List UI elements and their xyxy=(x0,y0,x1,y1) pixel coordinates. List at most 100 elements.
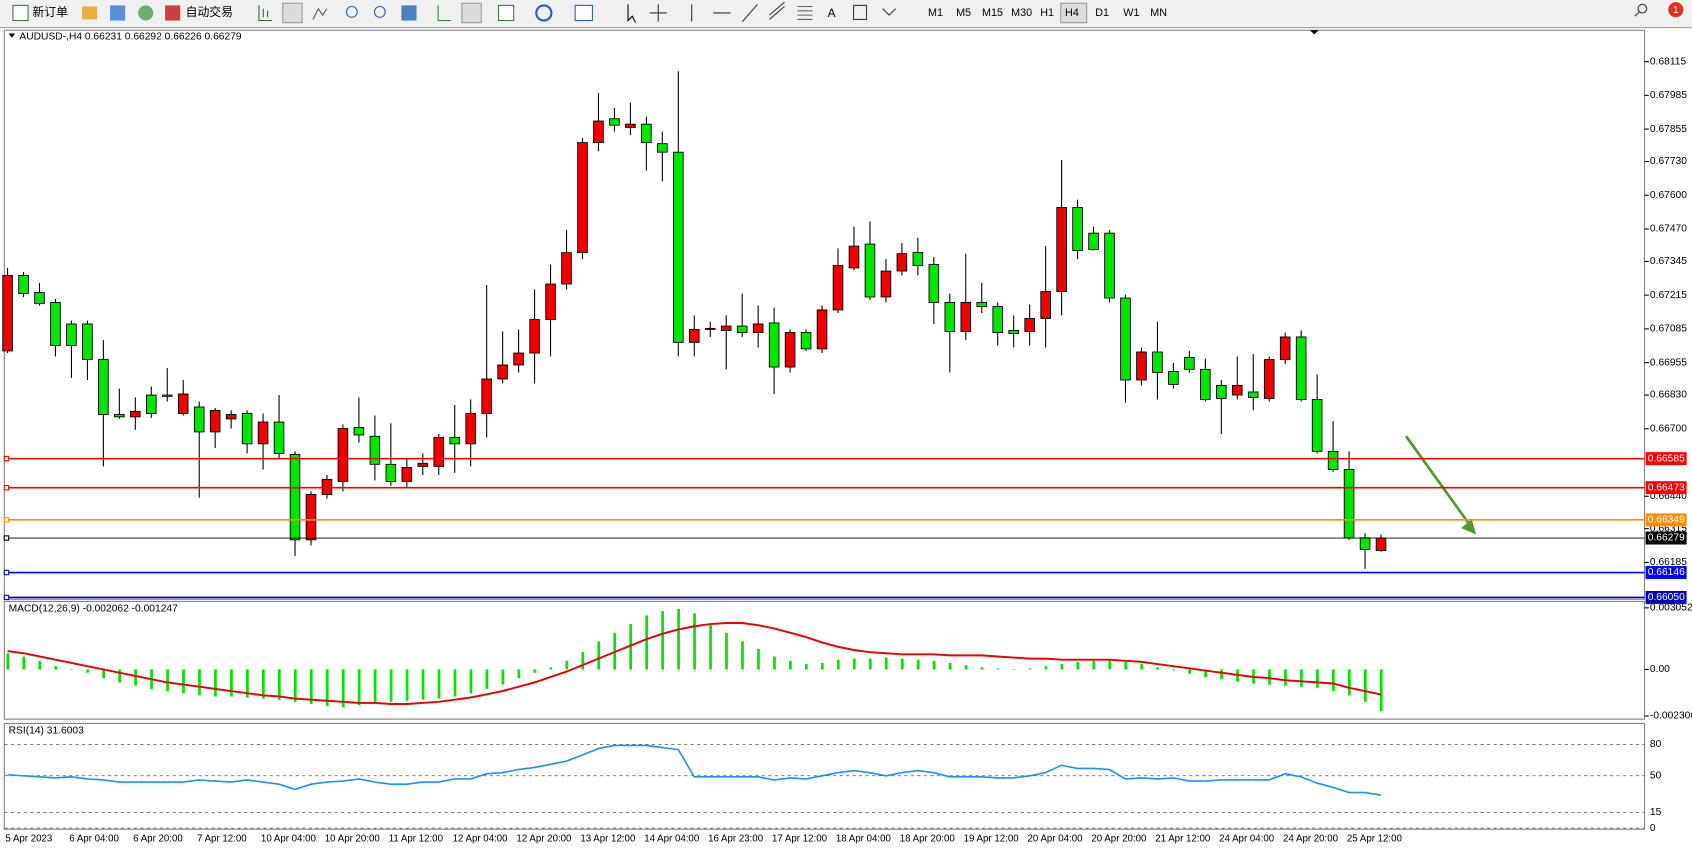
price-tick-label: 0.67855 xyxy=(1650,124,1687,135)
price-tick-label: 0.66955 xyxy=(1650,357,1687,368)
timeframe-button[interactable]: M30 xyxy=(1011,7,1032,19)
icon[interactable] xyxy=(535,4,553,22)
cursor-tool[interactable] xyxy=(627,4,637,23)
zoom-out[interactable] xyxy=(373,5,386,18)
time-label: 10 Apr 04:00 xyxy=(261,834,317,845)
macd-bar xyxy=(277,669,281,700)
timeframe-button[interactable]: H4 xyxy=(1065,7,1079,19)
toolbar-button[interactable]: 自动交易 xyxy=(186,5,233,19)
icon[interactable] xyxy=(437,5,452,22)
text-tool[interactable]: A xyxy=(828,6,836,20)
candle-body xyxy=(657,143,668,153)
macd-bar xyxy=(501,669,505,685)
price-tick-label: 0.67215 xyxy=(1650,290,1687,301)
timeframe-button[interactable]: D1 xyxy=(1095,7,1109,19)
macd-bar xyxy=(1204,669,1207,678)
candle-body xyxy=(1008,330,1019,334)
time-label: 12 Apr 20:00 xyxy=(516,834,572,845)
icon[interactable] xyxy=(312,7,328,20)
chart-shift-marker xyxy=(1310,30,1319,35)
price-tick-label: 0.67345 xyxy=(1650,256,1687,267)
time-label: 21 Apr 12:00 xyxy=(1155,834,1211,845)
level-label: 0.66473 xyxy=(1648,482,1685,493)
candle-body xyxy=(673,151,684,343)
level-handle xyxy=(3,517,10,523)
macd-bar xyxy=(996,668,1000,670)
time-label: 25 Apr 12:00 xyxy=(1347,834,1403,845)
candle-body xyxy=(736,325,748,333)
candle-body xyxy=(1024,318,1035,332)
candle-body xyxy=(529,319,540,354)
icon[interactable] xyxy=(497,4,515,22)
icon[interactable] xyxy=(461,2,482,24)
macd-bar xyxy=(581,652,585,670)
icon[interactable] xyxy=(258,5,272,22)
icon[interactable] xyxy=(282,2,303,24)
icon[interactable] xyxy=(574,4,593,22)
search-icon[interactable] xyxy=(1637,3,1648,14)
candle-body xyxy=(800,332,812,350)
macd-bar xyxy=(86,669,90,673)
level-handle xyxy=(3,594,10,601)
candle-body xyxy=(161,394,173,397)
zoom-in[interactable] xyxy=(345,5,358,18)
candle-body xyxy=(465,413,476,445)
candle-body xyxy=(1136,351,1147,381)
crosshair-tool[interactable] xyxy=(649,4,667,22)
candle-body xyxy=(1152,351,1163,373)
level-label-box xyxy=(1645,513,1687,527)
candle-body xyxy=(401,467,413,482)
time-label: 10 Apr 20:00 xyxy=(325,834,381,845)
price-tick-label: 0.67600 xyxy=(1650,190,1687,201)
channel-tool[interactable] xyxy=(769,1,785,20)
macd-bar xyxy=(741,641,744,670)
price-tick-label: 0.67730 xyxy=(1650,156,1687,167)
search-icon[interactable] xyxy=(1634,11,1640,17)
timeframe-button[interactable]: H1 xyxy=(1040,7,1054,19)
macd-bar xyxy=(1379,669,1383,712)
candle-body xyxy=(1104,232,1115,299)
auto-trade-icon[interactable] xyxy=(165,5,181,21)
rsi-panel xyxy=(3,722,1646,830)
candle-body xyxy=(784,332,796,368)
timeframe-button[interactable]: M15 xyxy=(982,7,1003,19)
macd-bar xyxy=(629,624,633,670)
annotation-arrow xyxy=(1404,435,1471,526)
macd-tick-label: 0.003052 xyxy=(1650,603,1692,614)
macd-bar xyxy=(693,613,696,670)
macd-bar xyxy=(1108,659,1112,670)
toolbar-button[interactable]: 新订单 xyxy=(32,5,68,19)
icon[interactable] xyxy=(138,5,154,21)
macd-bar xyxy=(789,660,792,670)
candle-body xyxy=(449,436,461,445)
macd-bar xyxy=(757,648,760,670)
macd-bar xyxy=(198,669,201,696)
time-label: 24 Apr 20:00 xyxy=(1283,834,1339,845)
macd-panel xyxy=(3,600,1646,720)
icon[interactable] xyxy=(401,5,417,21)
trendline-tool[interactable] xyxy=(742,3,758,22)
macd-tick-label: 0.00 xyxy=(1650,664,1670,675)
macd-bar xyxy=(900,658,904,670)
arrow-tool[interactable] xyxy=(882,8,897,16)
macd-bar xyxy=(102,669,105,679)
macd-bar xyxy=(1028,668,1032,670)
timeframe-button[interactable]: W1 xyxy=(1123,7,1139,19)
macd-bar xyxy=(1124,661,1128,670)
macd-bar xyxy=(70,669,74,670)
candle-body xyxy=(912,252,924,267)
candle-body xyxy=(944,301,956,332)
macd-bar xyxy=(1140,664,1144,670)
macd-bar xyxy=(661,611,664,670)
icon[interactable] xyxy=(82,6,98,20)
icon[interactable] xyxy=(110,5,126,21)
label-tool[interactable] xyxy=(853,4,868,20)
timeframe-button[interactable]: M5 xyxy=(956,7,971,19)
macd-bar xyxy=(1012,669,1016,670)
timeframe-button[interactable]: M1 xyxy=(928,7,943,19)
new-order-icon[interactable] xyxy=(12,4,29,22)
notification-badge[interactable] xyxy=(1668,2,1684,18)
fibo-tool[interactable] xyxy=(797,5,813,20)
timeframe-button[interactable]: MN xyxy=(1150,7,1167,19)
level-label-box xyxy=(1645,452,1687,466)
